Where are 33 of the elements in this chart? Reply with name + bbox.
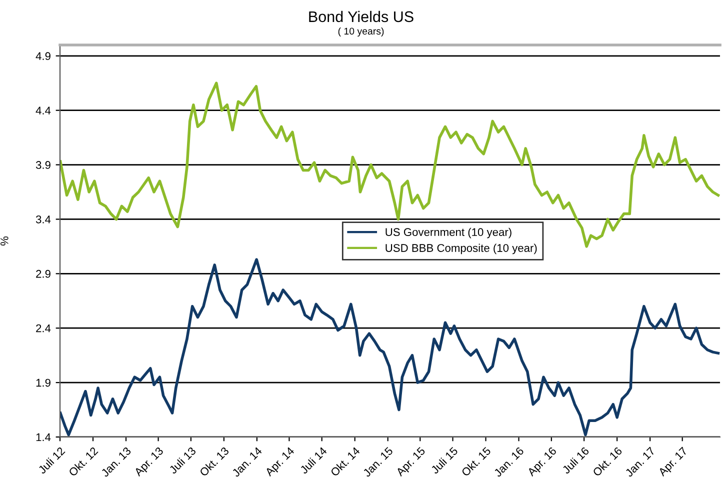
x-tick-label: Okt. 12 (68, 446, 98, 477)
x-tick-label: Juli 12 (37, 446, 66, 474)
x-tick-label: Apr. 15 (396, 446, 428, 477)
y-tick-label: 4.9 (36, 52, 50, 60)
y-tick-label: 1.4 (36, 433, 51, 442)
y-tick-label: 1.9 (36, 378, 50, 387)
y-tick-label: 2.4 (36, 324, 51, 332)
chart-subtitle: ( 10 years) (338, 27, 384, 37)
x-tick-label: Apr. 14 (264, 446, 296, 477)
y-tick-label: 3.9 (36, 161, 50, 169)
x-tick-label: Jan. 13 (100, 446, 132, 477)
x-tick-label: Juli 16 (561, 446, 590, 474)
legend-label: USD BBB Composite (10 year) (386, 244, 537, 254)
chart-title: Bond Yields US (309, 10, 414, 22)
x-tick-label: Jan. 14 (232, 446, 262, 477)
y-tick-label: 3.4 (36, 215, 51, 224)
x-tick-label: Okt. 13 (198, 446, 230, 477)
y-axis-title: % (0, 236, 8, 246)
legend-label: US Government (10 year) (386, 228, 512, 238)
x-tick-label: Okt. 16 (592, 446, 622, 477)
x-tick-label: Juli 15 (430, 446, 458, 474)
x-tick-label: Apr. 13 (134, 446, 166, 477)
x-tick-label: Juli 13 (168, 446, 196, 474)
x-tick-label: Jan. 17 (624, 446, 656, 477)
x-tick-label: Juli 14 (299, 446, 328, 474)
y-tick-label: 4.4 (36, 106, 51, 114)
x-tick-label: Okt. 15 (460, 446, 492, 477)
y-tick-label: 2.9 (36, 270, 50, 278)
x-tick-label: Jan. 15 (362, 446, 394, 477)
x-tick-label: Apr. 16 (526, 446, 558, 477)
x-tick-label: Okt. 14 (330, 446, 360, 477)
x-tick-label: Apr. 17 (658, 446, 690, 477)
x-tick-label: Jan. 16 (493, 446, 524, 477)
